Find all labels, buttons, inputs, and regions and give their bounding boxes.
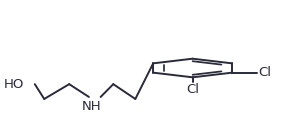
Text: Cl: Cl	[258, 66, 271, 79]
Text: HO: HO	[3, 78, 24, 91]
Text: Cl: Cl	[186, 83, 199, 96]
Text: NH: NH	[81, 100, 101, 113]
